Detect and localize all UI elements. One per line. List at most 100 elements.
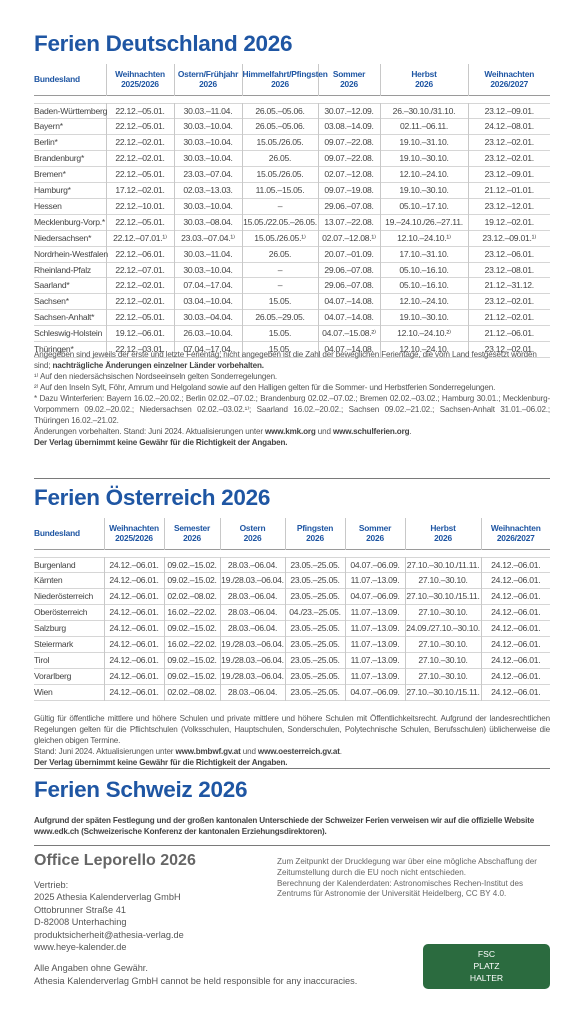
austria-title: Ferien Österreich 2026 xyxy=(34,485,270,511)
table-row: Oberösterreich 24.12.–06.01. 16.02.–22.02.… xyxy=(34,605,550,621)
holiday-dates: 11.07.–13.09. xyxy=(345,637,405,653)
germany-footnote-2: ²⁾ Auf den Inseln Sylt, Föhr, Amrum und … xyxy=(34,382,550,393)
holiday-dates: 12.10.–24.10. xyxy=(380,167,468,183)
holiday-dates: 19.12.–02.01. xyxy=(468,214,550,230)
holiday-dates: 02.07.–12.08. xyxy=(318,167,380,183)
holiday-dates: 30.03.–10.04. xyxy=(174,119,242,135)
holiday-dates: 27.10.–30.10. xyxy=(405,605,481,621)
region-name: Baden-Württemberg xyxy=(34,103,106,119)
table-row: Vorarlberg 24.12.–06.01. 09.02.–15.02. 19./… xyxy=(34,668,550,684)
holiday-dates: 07.04.–17.04. xyxy=(174,278,242,294)
holiday-dates: 27.10.–30.10. xyxy=(405,652,481,668)
holiday-dates: 17.10.–31.10. xyxy=(380,246,468,262)
holiday-dates: 24.12.–06.01. xyxy=(481,637,550,653)
holiday-dates: 09.02.–15.02. xyxy=(164,668,220,684)
holiday-dates: – xyxy=(242,262,318,278)
holiday-dates: 12.10.–24.10.²⁾ xyxy=(380,326,468,342)
holiday-dates: 26.05.–05.06. xyxy=(242,103,318,119)
holiday-dates: 21.12.–06.01. xyxy=(468,326,550,342)
holiday-dates: – xyxy=(242,198,318,214)
holiday-dates: 27.10.–30.10. xyxy=(405,573,481,589)
holiday-dates: 24.12.–06.01. xyxy=(104,684,164,700)
table-row: Salzburg 24.12.–06.01. 09.02.–15.02. 28.03.… xyxy=(34,621,550,637)
holiday-dates: 15.05. xyxy=(242,326,318,342)
holiday-dates: 26.05.–05.06. xyxy=(242,119,318,135)
table-row: Niederösterreich 24.12.–06.01. 02.02.–08.0… xyxy=(34,589,550,605)
region-name: Bremen* xyxy=(34,167,106,183)
region-name: Kärnten xyxy=(34,573,104,589)
holiday-dates: 19.10.–31.10. xyxy=(380,135,468,151)
holiday-dates: 19./28.03.–06.04. xyxy=(220,573,285,589)
holiday-dates: 21.12.–01.01. xyxy=(468,183,550,199)
holiday-dates: 28.03.–06.04. xyxy=(220,684,285,700)
holiday-dates: 23.05.–25.05. xyxy=(285,652,345,668)
holiday-dates: 27.10.–30.10. xyxy=(405,668,481,684)
austria-notes: Gültig für öffentliche mittlere und höhe… xyxy=(34,713,550,768)
holiday-dates: 22.12.–05.01. xyxy=(106,214,174,230)
column-header: Herbst 2026 xyxy=(380,64,468,95)
holiday-dates: 04.07.–15.08.²⁾ xyxy=(318,326,380,342)
holiday-dates: 23.12.–02.01. xyxy=(468,151,550,167)
holiday-dates: 22.12.–02.01. xyxy=(106,294,174,310)
holiday-dates: 19.–24.10./26.–27.11. xyxy=(380,214,468,230)
region-name: Bayern* xyxy=(34,119,106,135)
switzerland-title: Ferien Schweiz 2026 xyxy=(34,777,247,803)
holiday-dates: 05.10.–16.10. xyxy=(380,262,468,278)
holiday-dates: 22.12.–05.01. xyxy=(106,167,174,183)
holiday-dates: 24.12.–06.01. xyxy=(104,605,164,621)
holiday-dates: 28.03.–06.04. xyxy=(220,589,285,605)
imprint-footer: Alle Angaben ohne Gewähr. Athesia Kalend… xyxy=(34,962,264,987)
holiday-dates: 22.12.–02.01. xyxy=(106,151,174,167)
holiday-dates: 30.03.–10.04. xyxy=(174,262,242,278)
holiday-dates: 23.05.–25.05. xyxy=(285,573,345,589)
holiday-dates: 23.03.–07.04. xyxy=(174,167,242,183)
region-name: Vorarlberg xyxy=(34,668,104,684)
table-row: Hessen 22.12.–10.01. 30.03.–10.04. –29.06.–… xyxy=(34,198,550,214)
holiday-dates: 12.10.–24.10.¹⁾ xyxy=(380,230,468,246)
austria-table: Bundesland Weihnachten 2025/2026 Semester 20… xyxy=(34,518,550,701)
holiday-dates: 27.10.–30.10./15.11. xyxy=(405,684,481,700)
germany-title: Ferien Deutschland 2026 xyxy=(34,31,292,57)
holiday-dates: 04.07.–14.08. xyxy=(318,310,380,326)
table-row: Schleswig-Holstein 19.12.–06.01. 26.03.–10… xyxy=(34,326,550,342)
column-header: Pfingsten 2026 xyxy=(285,518,345,549)
holiday-dates: 04.07.–06.09. xyxy=(345,557,405,573)
holiday-dates: 24.12.–08.01. xyxy=(468,119,550,135)
holiday-dates: 29.06.–07.08. xyxy=(318,198,380,214)
holiday-dates: 16.02.–22.02. xyxy=(164,637,220,653)
address-line: 2025 Athesia Kalenderverlag GmbH xyxy=(34,891,264,903)
holiday-dates: 30.03.–10.04. xyxy=(174,198,242,214)
region-name: Brandenburg* xyxy=(34,151,106,167)
holiday-dates: 24.12.–06.01. xyxy=(481,557,550,573)
holiday-dates: 11.05.–15.05. xyxy=(242,183,318,199)
holiday-dates: 30.03.–11.04. xyxy=(174,103,242,119)
holiday-dates: 22.12.–05.01. xyxy=(106,119,174,135)
holiday-dates: 09.02.–15.02. xyxy=(164,652,220,668)
holiday-dates: 04.07.–06.09. xyxy=(345,589,405,605)
germany-footnote-1: ¹⁾ Auf den niedersächsischen Nordseeinse… xyxy=(34,371,550,382)
holiday-dates: 28.03.–06.04. xyxy=(220,621,285,637)
holiday-dates: 15.05./22.05.–26.05. xyxy=(242,214,318,230)
holiday-dates: 04.07.–06.09. xyxy=(345,684,405,700)
holiday-dates: 04./23.–25.05. xyxy=(285,605,345,621)
germany-notes: Angegeben sind jeweils der erste und let… xyxy=(34,349,550,448)
region-name: Hessen xyxy=(34,198,106,214)
holiday-dates: 24.12.–06.01. xyxy=(481,605,550,621)
holiday-dates: 23.05.–25.05. xyxy=(285,668,345,684)
holiday-dates: 09.02.–15.02. xyxy=(164,621,220,637)
holiday-dates: 19./28.03.–06.04. xyxy=(220,652,285,668)
holiday-dates: 27.10.–30.10./15.11. xyxy=(405,589,481,605)
table-row: Bremen* 22.12.–05.01. 23.03.–07.04. 15.05./… xyxy=(34,167,550,183)
schulferien-link[interactable]: www.schulferien.org xyxy=(333,427,409,436)
imprint-left: Office Leporello 2026 Vertrieb: 2025 Athe… xyxy=(34,852,264,987)
table-row: Bayern* 22.12.–05.01. 30.03.–10.04. 26.05.–… xyxy=(34,119,550,135)
bmbwf-link[interactable]: www.bmbwf.gv.at xyxy=(175,747,240,756)
holiday-dates: 02.07.–12.08.¹⁾ xyxy=(318,230,380,246)
kmk-link[interactable]: www.kmk.org xyxy=(265,427,316,436)
oesterreich-link[interactable]: www.oesterreich.gv.at xyxy=(258,747,340,756)
region-name: Oberösterreich xyxy=(34,605,104,621)
holiday-dates: 20.07.–01.09. xyxy=(318,246,380,262)
holiday-dates: 19.10.–30.10. xyxy=(380,183,468,199)
table-row: Hamburg* 17.12.–02.01. 02.03.–13.03. 11.05.… xyxy=(34,183,550,199)
holiday-dates: 04.07.–14.08. xyxy=(318,294,380,310)
